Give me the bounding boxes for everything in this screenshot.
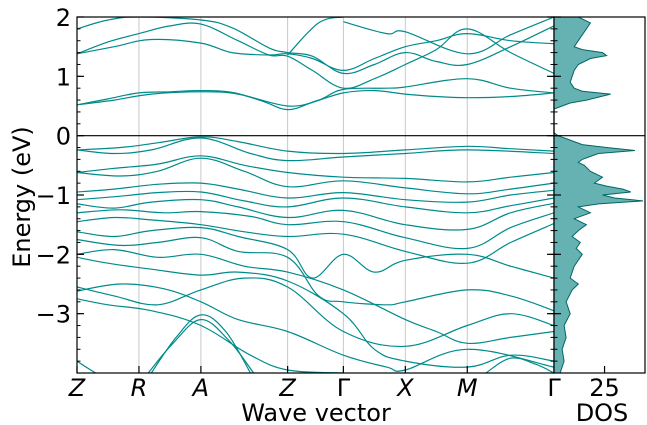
y-tick-label: −2 — [36, 241, 71, 269]
band-line-16 — [77, 216, 554, 264]
band-line-13 — [77, 190, 554, 214]
high-symmetry-label: Γ — [547, 374, 561, 402]
high-symmetry-label: A — [191, 374, 209, 402]
band-line-8 — [77, 136, 554, 155]
high-symmetry-label: Z — [278, 374, 296, 402]
band-line-25 — [147, 318, 255, 373]
dos-axis-label: DOS — [576, 399, 629, 425]
band-line-3 — [77, 22, 554, 89]
band-line-27 — [485, 357, 554, 373]
band-line-17 — [77, 226, 554, 279]
band-line-21 — [77, 277, 554, 348]
high-symmetry-label: R — [131, 374, 148, 402]
band-line-22 — [77, 283, 554, 372]
band-line-6 — [287, 17, 344, 56]
band-line-18 — [77, 236, 554, 312]
band-line-20 — [77, 256, 554, 368]
y-tick-label: 1 — [56, 63, 71, 91]
y-axis-ticks: −3 −2 −1 0 1 2 — [36, 4, 554, 374]
band-line-4 — [77, 32, 554, 72]
y-tick-label: 2 — [56, 4, 71, 32]
band-lines — [77, 17, 554, 373]
x-axis-label: Wave vector — [241, 399, 391, 425]
high-symmetry-label: Γ — [337, 374, 351, 402]
band-line-12 — [77, 182, 554, 203]
band-line-23 — [77, 298, 344, 373]
high-symmetry-label: M — [457, 374, 478, 402]
dos-frame — [553, 16, 646, 374]
band-structure-panel: −3 −2 −1 0 1 2 Z R A Z Γ X M Γ — [36, 4, 562, 402]
band-line-19 — [77, 248, 554, 345]
band-line-11 — [77, 157, 554, 195]
y-tick-label: 0 — [56, 123, 71, 151]
band-line-10 — [77, 155, 554, 183]
y-axis-label: Energy (eV) — [8, 126, 36, 268]
band-line-1 — [77, 89, 554, 111]
band-line-26 — [77, 360, 96, 373]
y-tick-label: −3 — [36, 301, 71, 329]
band-line-7 — [343, 17, 554, 55]
high-symmetry-gridlines — [138, 17, 468, 373]
dos-panel: 25 — [553, 16, 646, 402]
high-symmetry-label: X — [395, 374, 414, 402]
band-line-15 — [77, 209, 554, 250]
band-line-9 — [77, 137, 554, 162]
dos-area — [554, 17, 644, 373]
band-line-14 — [77, 198, 554, 231]
band-line-2 — [77, 78, 554, 107]
y-tick-label: −1 — [36, 182, 71, 210]
dos-x-tick-label: 25 — [589, 374, 620, 402]
high-symmetry-label: Z — [68, 374, 86, 402]
